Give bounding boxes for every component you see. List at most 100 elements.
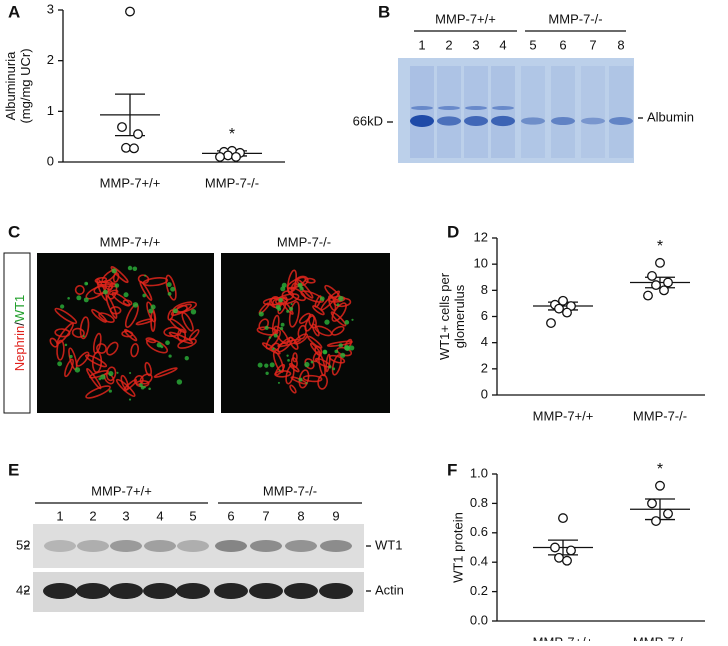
data-point [655, 480, 665, 491]
y-tick-label: 1 [47, 103, 54, 118]
x-tick-label: MMP-7+/+ [533, 408, 594, 423]
stain-green [279, 326, 284, 331]
stain-red [74, 284, 85, 295]
stain-red [139, 373, 153, 385]
stain-red [108, 289, 119, 296]
stain-red [314, 295, 322, 308]
y-tick-label: 0.8 [470, 495, 488, 510]
stain-green [69, 354, 73, 359]
gel-smear [464, 66, 488, 158]
stain-green [165, 340, 170, 346]
stain-red [130, 343, 140, 358]
gel-band [551, 116, 575, 126]
stain-green [123, 292, 129, 298]
stain-red [96, 343, 107, 354]
stain-green [67, 296, 70, 300]
stain-green [114, 283, 120, 288]
blot-band [285, 540, 317, 552]
data-point [562, 307, 572, 318]
x-tick-label: MMP-7-/- [633, 634, 687, 641]
gel-smear [521, 66, 545, 158]
band-label: Albumin [647, 109, 694, 124]
y-tick-label: 0 [481, 386, 488, 401]
y-tick-label: 0 [47, 153, 54, 168]
y-tick-label: 3 [47, 1, 54, 16]
lane-number: 7 [589, 37, 596, 52]
stain-green [323, 349, 328, 355]
stain-green [280, 286, 286, 292]
stain-green [168, 354, 172, 358]
y-axis-label: (mg/mg UCr) [18, 48, 33, 123]
image-title: MMP-7+/+ [100, 234, 161, 249]
blot-band [250, 540, 282, 552]
stain-red [79, 316, 90, 340]
stain-green [172, 308, 178, 314]
band-label: WT1 [375, 537, 402, 552]
data-point [663, 508, 673, 519]
y-tick-label: 2 [47, 52, 54, 67]
stain-green [340, 352, 346, 358]
stain-red [139, 280, 153, 301]
stain-green [319, 296, 325, 302]
stain-green [166, 282, 172, 288]
stain-green [264, 325, 269, 330]
lane-number: 5 [529, 37, 536, 52]
stain-separator: / [12, 322, 27, 326]
gel-band [581, 117, 605, 125]
stain-green [148, 308, 154, 314]
y-tick-label: 0.6 [470, 524, 488, 539]
stain-red [109, 306, 122, 315]
stain-green [305, 382, 308, 385]
stain-red [288, 336, 299, 350]
gel-band [609, 117, 633, 125]
y-tick-label: 0.4 [470, 554, 488, 569]
gel-smear [609, 66, 633, 158]
stain-red [168, 331, 194, 345]
y-tick-label: 8 [481, 282, 488, 297]
stain-red [318, 354, 326, 377]
data-point [125, 6, 135, 17]
stain-red [314, 325, 333, 337]
data-point [550, 542, 560, 553]
stain-green [277, 307, 282, 311]
stain-green [324, 319, 330, 325]
gel-band [438, 106, 460, 110]
stain-red [86, 367, 102, 390]
stain-green [76, 295, 82, 301]
stain-red [289, 384, 297, 394]
significance-mark: * [229, 126, 235, 143]
data-point [117, 122, 127, 132]
stain-green [167, 292, 172, 296]
stain-red [106, 341, 119, 356]
stain-green [351, 318, 354, 321]
data-point [647, 498, 657, 509]
blot-band [319, 583, 353, 599]
stain-green [82, 335, 85, 338]
stain-green [144, 274, 147, 277]
stain-red [177, 338, 197, 349]
blot-band [320, 540, 352, 552]
stain-red [144, 361, 152, 377]
gel-image [398, 58, 634, 163]
blot-band [109, 583, 143, 599]
gel-band [437, 116, 461, 126]
blot-band [176, 583, 210, 599]
y-axis-label: glomerulus [452, 284, 467, 348]
y-tick-label: 2 [481, 360, 488, 375]
stain-red [64, 358, 74, 378]
panel-letter: B [378, 2, 390, 21]
stain-red [121, 330, 134, 338]
marker-label: 52 [16, 537, 30, 552]
stain-green [286, 354, 289, 357]
data-point [659, 285, 669, 296]
blot-band [215, 540, 247, 552]
stain-green [338, 343, 343, 348]
data-point [651, 516, 661, 526]
stain-green [184, 356, 189, 361]
data-point [129, 143, 139, 154]
group-label: MMP-7-/- [263, 483, 317, 498]
stain-red [288, 300, 300, 328]
gel-smear [581, 66, 605, 158]
stain-green [156, 342, 162, 348]
